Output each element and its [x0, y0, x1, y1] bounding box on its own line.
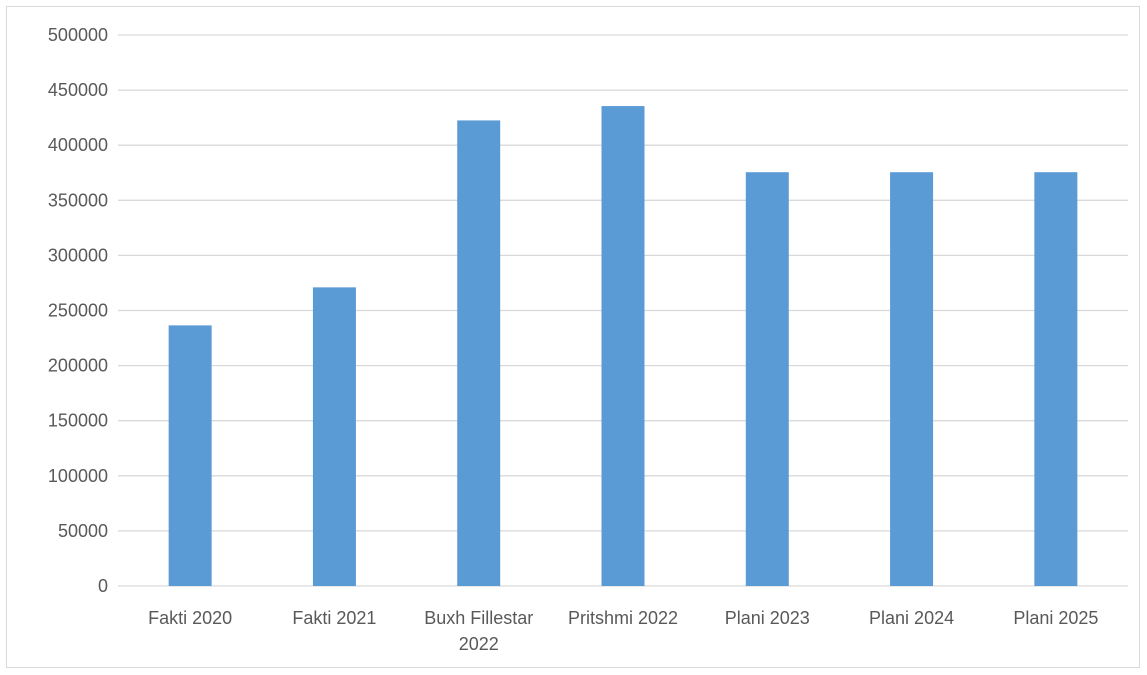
- x-category-label: Pritshmi 2022: [568, 608, 678, 628]
- y-tick-label: 500000: [48, 25, 108, 45]
- y-tick-label: 300000: [48, 245, 108, 265]
- y-axis-ticks: 0 50000 100000 150000 200000 250000 300000 3500…: [48, 25, 108, 596]
- y-tick-label: 400000: [48, 135, 108, 155]
- x-category-label: Plani 2025: [1013, 608, 1098, 628]
- y-tick-label: 250000: [48, 301, 108, 321]
- bar: [168, 325, 212, 586]
- bar: [1034, 172, 1078, 586]
- y-tick-label: 450000: [48, 80, 108, 100]
- bar: [890, 172, 934, 586]
- y-tick-label: 50000: [58, 521, 108, 541]
- x-category-label: Fakti 2020: [148, 608, 232, 628]
- bars: [168, 106, 1078, 586]
- bar: [745, 172, 789, 586]
- y-tick-label: 100000: [48, 466, 108, 486]
- y-tick-label: 0: [98, 576, 108, 596]
- bar: [457, 120, 501, 586]
- y-tick-label: 350000: [48, 190, 108, 210]
- y-tick-label: 150000: [48, 411, 108, 431]
- bar: [601, 106, 645, 586]
- bar: [312, 287, 356, 586]
- x-category-label: Buxh Fillestar 2022: [424, 608, 533, 654]
- x-axis-categories: Fakti 2020 Fakti 2021 Buxh Fillestar 2022 Pr…: [148, 608, 1098, 654]
- x-category-label: Fakti 2021: [292, 608, 376, 628]
- y-tick-label: 200000: [48, 356, 108, 376]
- x-category-label: Plani 2024: [869, 608, 954, 628]
- x-category-label: Plani 2023: [725, 608, 810, 628]
